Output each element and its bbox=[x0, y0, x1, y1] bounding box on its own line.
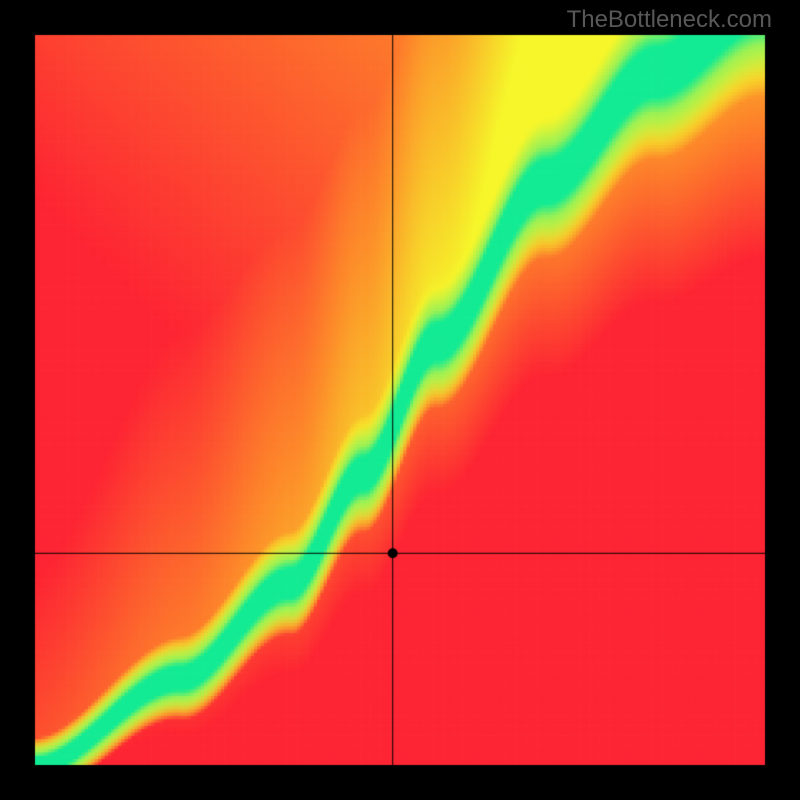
watermark-text: TheBottleneck.com bbox=[567, 6, 772, 34]
bottleneck-heatmap bbox=[0, 0, 800, 800]
